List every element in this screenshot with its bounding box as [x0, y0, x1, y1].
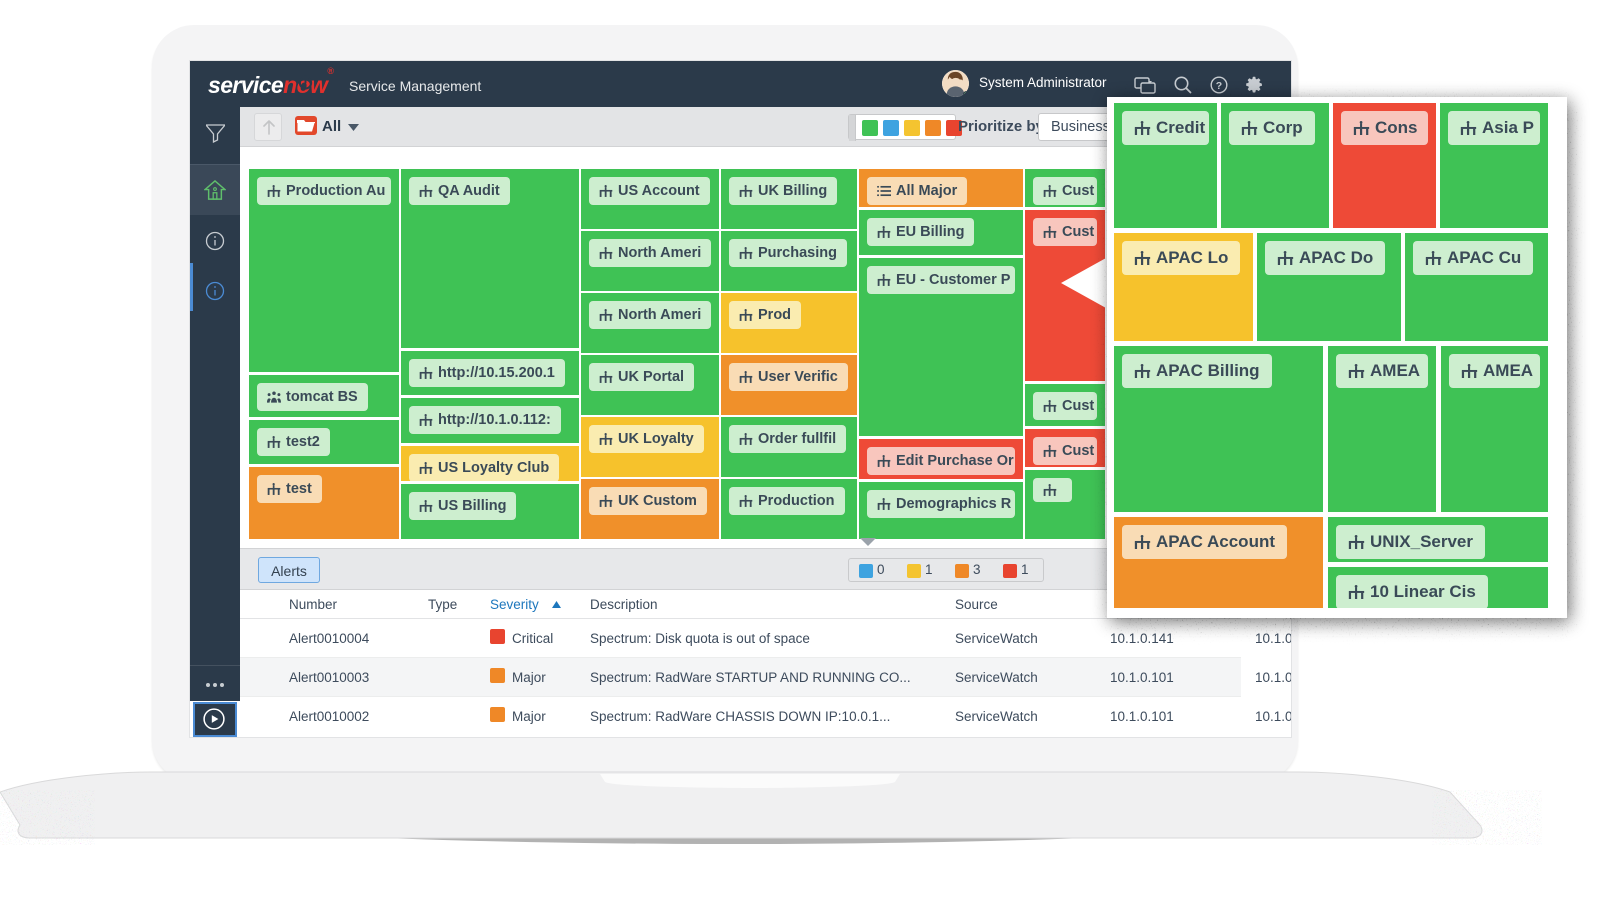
- svg-text:?: ?: [1216, 80, 1222, 92]
